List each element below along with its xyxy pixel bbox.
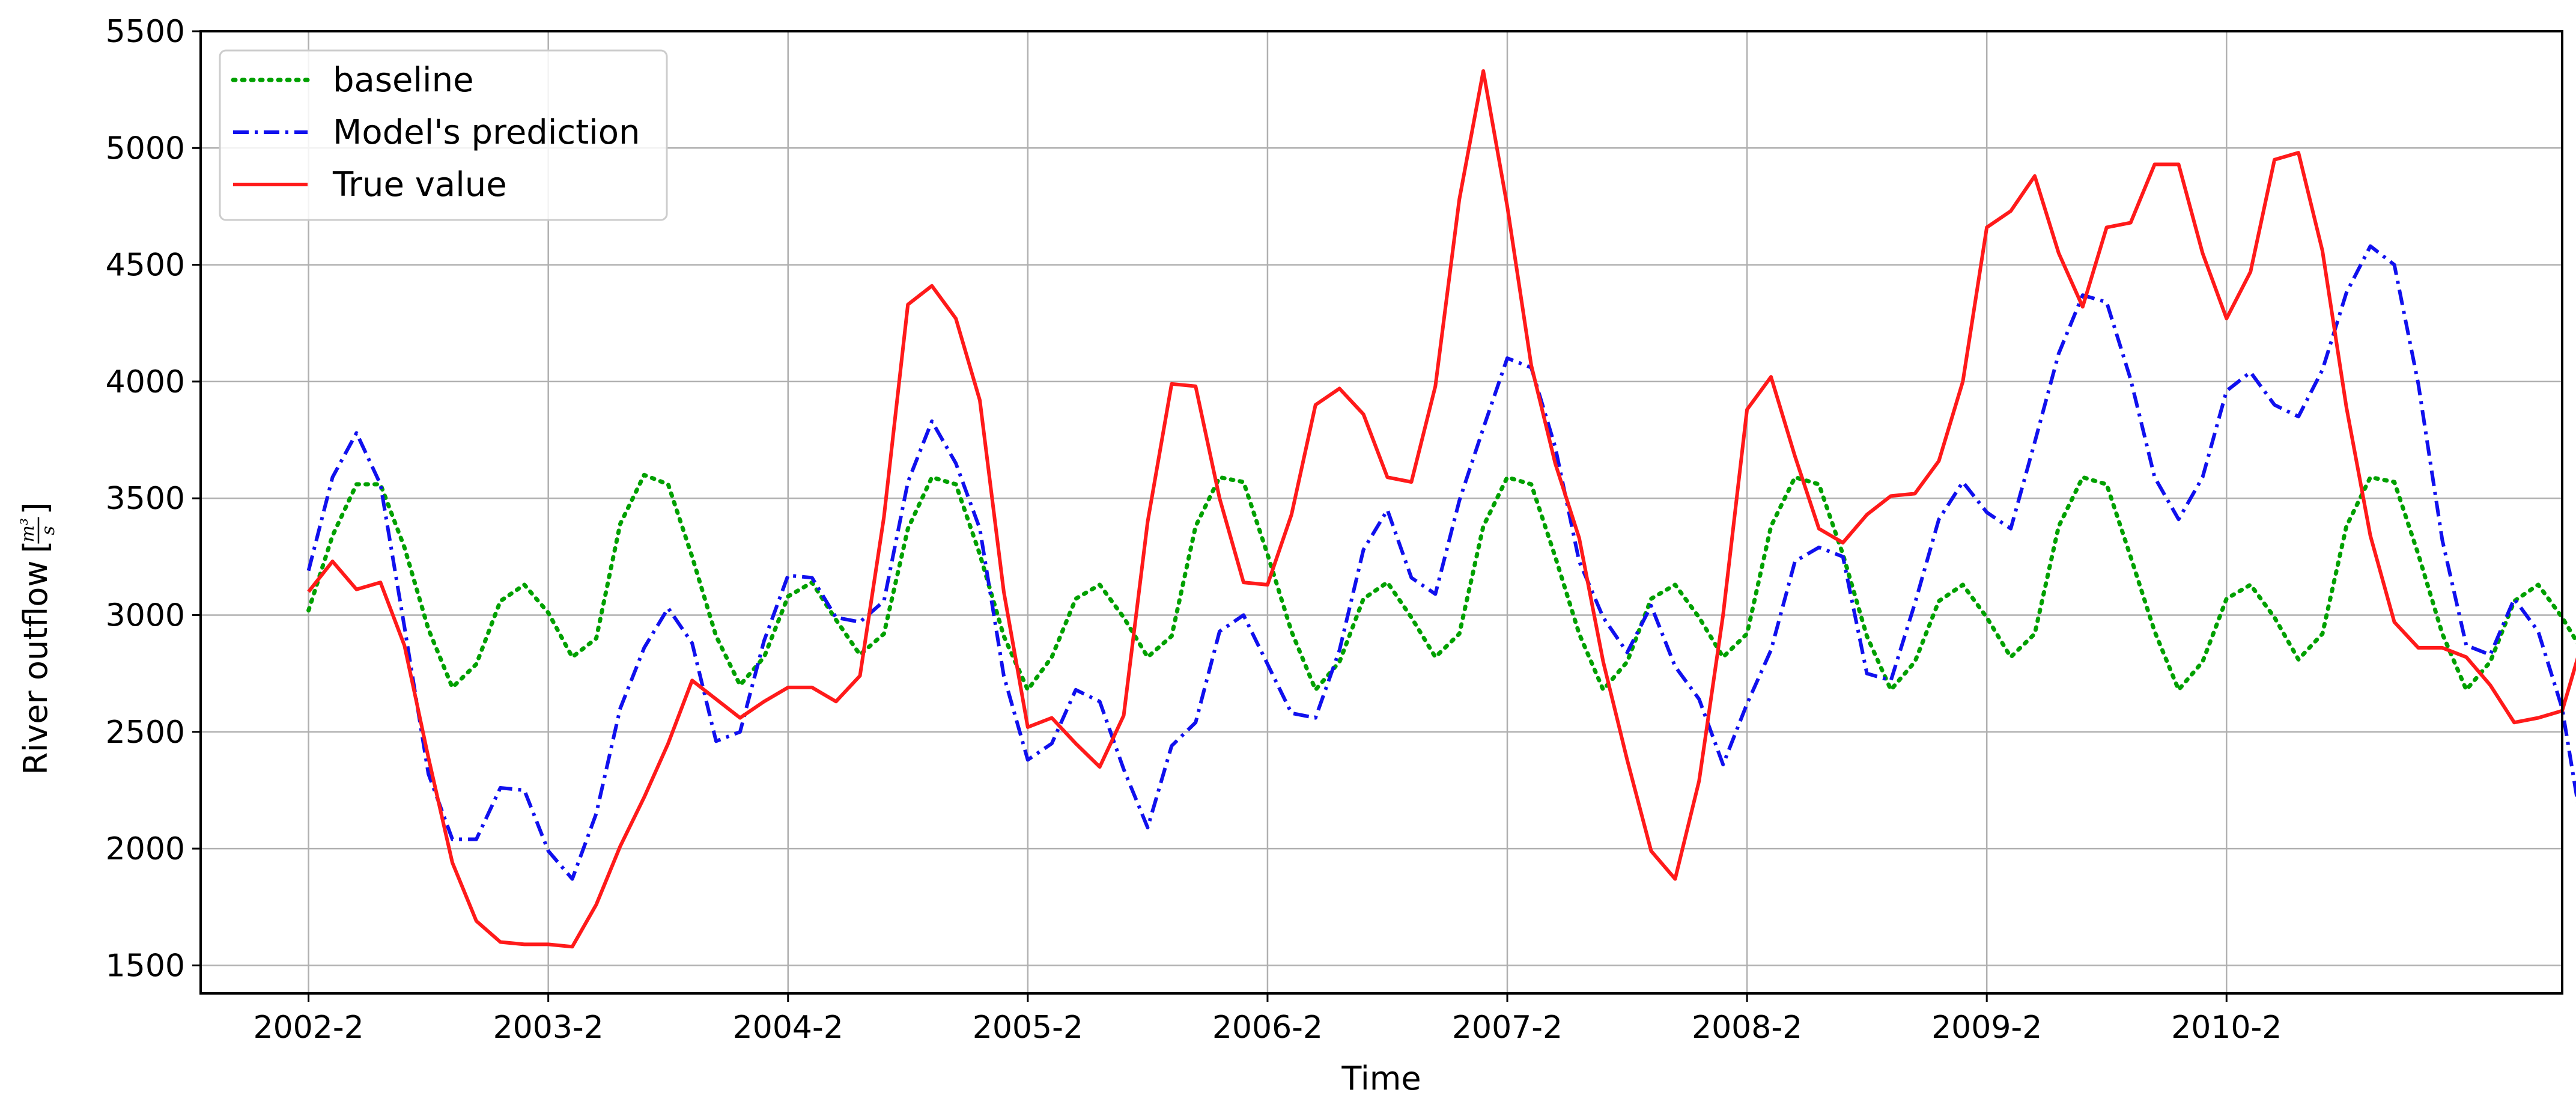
x-tick-label: 2005-2 [973, 1010, 1083, 1046]
series-line-baseline [306, 472, 2576, 692]
y-tick-label: 2000 [106, 831, 185, 867]
series-line-true-value [307, 69, 2576, 949]
y-axis-title-text: River outflow [17, 561, 55, 775]
x-tick-label: 2004-2 [733, 1010, 843, 1046]
y-axis-unit-close-bracket: ] [17, 502, 55, 514]
y-tick-label: 4000 [106, 364, 185, 400]
y-tick-label: 3000 [106, 597, 185, 633]
legend-label-baseline: baseline [333, 61, 474, 100]
y-axis-title: River outflow [ m³ s ] [17, 502, 59, 775]
y-tick-label: 2500 [106, 715, 185, 751]
y-axis-unit-numerator: m³ [17, 518, 38, 542]
y-axis-unit-denominator: s [38, 526, 59, 535]
plot-frame [199, 30, 2563, 995]
x-tick-label: 2010-2 [2171, 1010, 2282, 1046]
y-tick-label: 5500 [106, 14, 185, 50]
y-tick-label: 5000 [106, 130, 185, 166]
legend: baseline Model's prediction True value [219, 49, 668, 221]
x-tick-label: 2008-2 [1692, 1010, 1802, 1046]
y-tick-label: 4500 [106, 248, 185, 284]
x-tick-label: 2009-2 [1931, 1010, 2042, 1046]
y-axis-unit-open-bracket: [ [17, 540, 55, 553]
y-tick-label: 3500 [106, 481, 185, 517]
series-lines [306, 69, 2576, 949]
x-tick-label: 2002-2 [253, 1010, 363, 1046]
series-line-model-s-prediction [306, 244, 2576, 881]
legend-label-model-prediction: Model's prediction [333, 113, 640, 152]
x-axis-title: Time [1341, 1060, 1421, 1097]
x-tick-label: 2007-2 [1452, 1010, 1563, 1046]
axis-ticks: 1500 2000 2500 3000 3500 4000 4500 5000 5500 2002… [106, 14, 2282, 1046]
legend-label-true-value: True value [332, 165, 507, 204]
x-tick-label: 2006-2 [1212, 1010, 1323, 1046]
x-tick-label: 2003-2 [493, 1010, 604, 1046]
legend-box [219, 49, 668, 221]
y-tick-label: 1500 [106, 948, 185, 984]
